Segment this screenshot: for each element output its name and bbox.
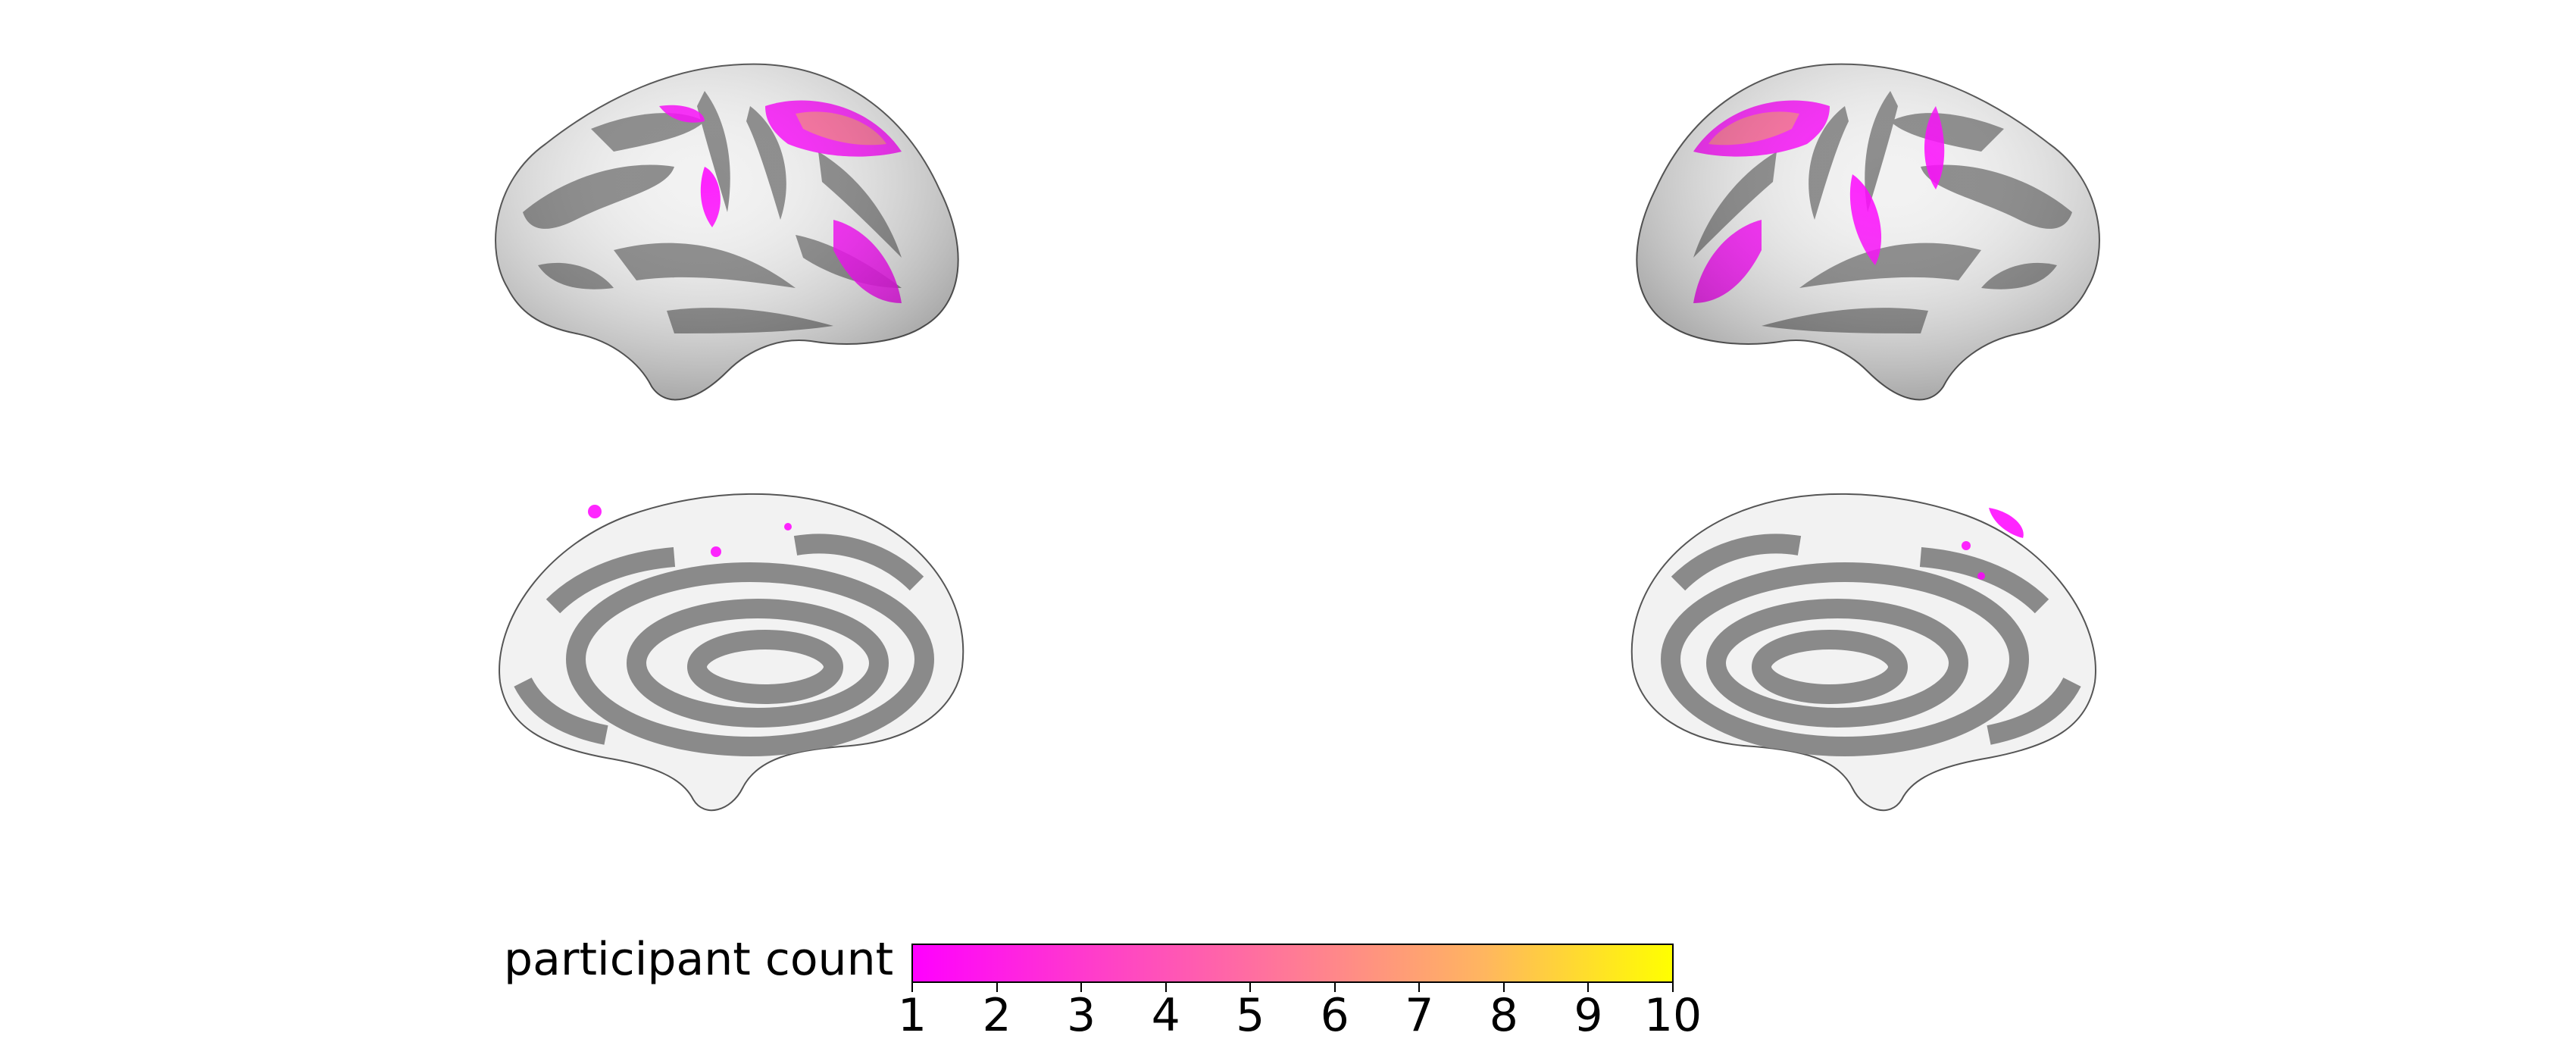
colorbar-tick-mark xyxy=(1418,983,1421,992)
right-hemisphere-medial-view xyxy=(1602,485,2118,841)
colorbar-tick-label: 3 xyxy=(1067,989,1096,1042)
colorbar-tick-label: 1 xyxy=(897,989,927,1042)
colorbar-tick-mark xyxy=(996,983,998,992)
colorbar-tick-label: 8 xyxy=(1489,989,1518,1042)
colorbar-tick-mark xyxy=(1333,983,1336,992)
right-hemisphere-lateral-view xyxy=(1602,61,2118,417)
colorbar-tick-label: 6 xyxy=(1320,989,1349,1042)
colorbar-gradient xyxy=(911,944,1674,983)
lh-medial-surface xyxy=(499,493,964,812)
colorbar-tick-label: 7 xyxy=(1405,989,1434,1042)
rh-lateral-surface xyxy=(1636,63,2100,401)
left-hemisphere-lateral-view xyxy=(477,61,993,417)
lh-lateral-surface xyxy=(495,63,959,401)
colorbar-tick-label: 4 xyxy=(1151,989,1180,1042)
colorbar-tick-mark xyxy=(1587,983,1590,992)
colorbar-label: participant count xyxy=(504,933,894,986)
colorbar-tick-label: 2 xyxy=(982,989,1011,1042)
colorbar-tick-label: 9 xyxy=(1574,989,1603,1042)
rh-medial-surface xyxy=(1630,493,2096,812)
colorbar-tick-label: 5 xyxy=(1236,989,1265,1042)
colorbar-tick-mark xyxy=(1249,983,1252,992)
colorbar-tick-label: 10 xyxy=(1643,989,1702,1042)
colorbar-tick-mark xyxy=(1080,983,1083,992)
colorbar-tick-mark xyxy=(1502,983,1505,992)
colorbar-tick-mark xyxy=(911,983,913,992)
left-hemisphere-medial-view xyxy=(477,485,993,841)
colorbar-tick-mark xyxy=(1165,983,1167,992)
colorbar-tick-mark xyxy=(1672,983,1674,992)
